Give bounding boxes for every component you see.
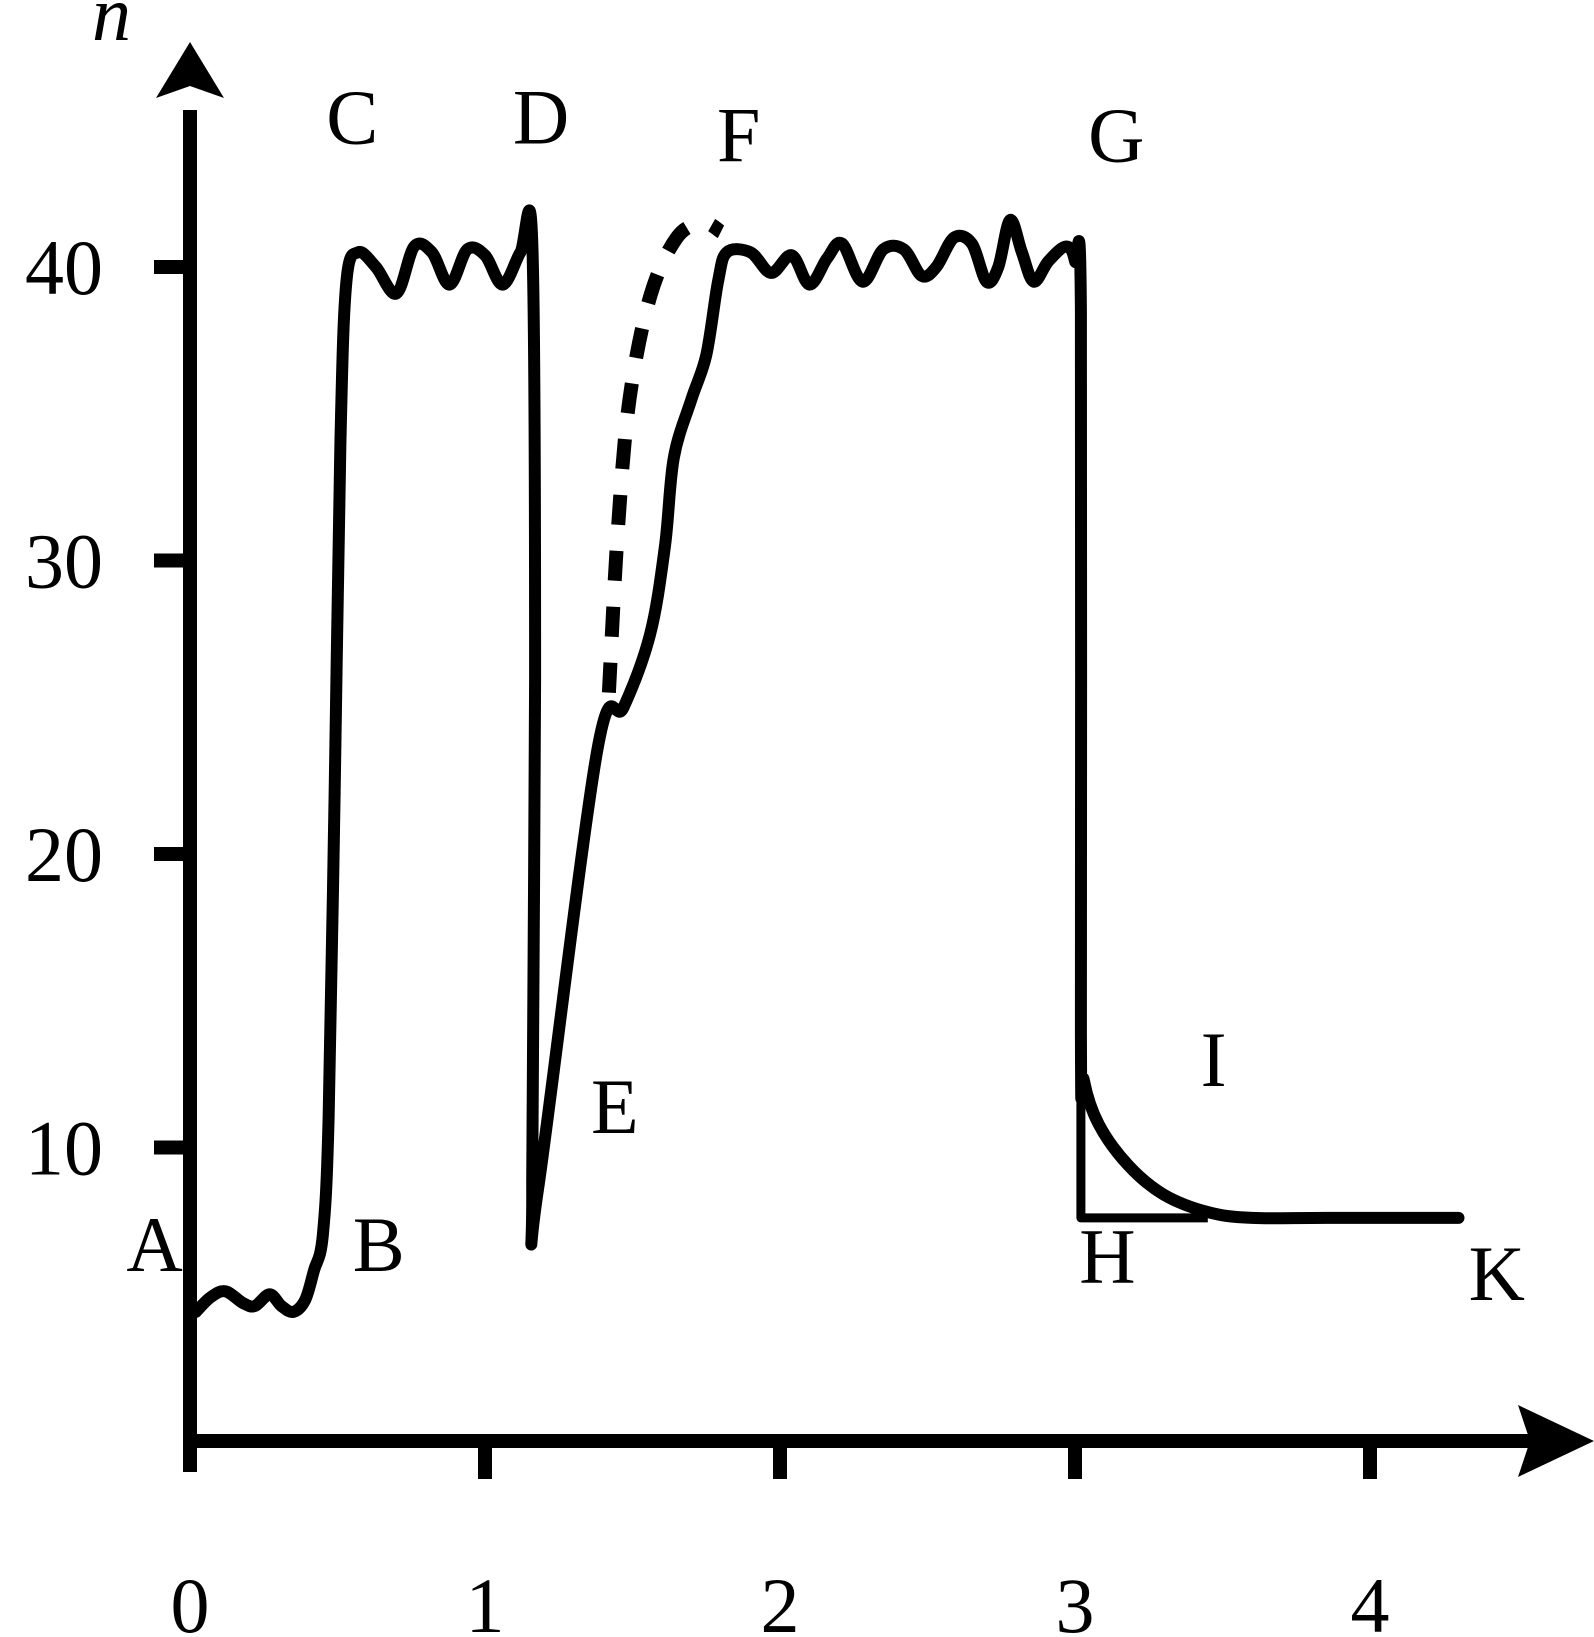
x-tick-label: 1: [466, 1562, 505, 1637]
series: [189, 204, 1465, 1319]
y-axis-label: n: [92, 0, 131, 57]
y-tick-label: 10: [25, 1105, 103, 1192]
point-label-F: F: [717, 91, 760, 178]
x-tick-label: 4: [1351, 1562, 1390, 1637]
point-label-G: G: [1088, 91, 1144, 178]
y-tick-label: 30: [25, 518, 103, 605]
point-label-I: I: [1201, 1016, 1227, 1103]
x-ticks: 0 1 2 3 4: [171, 1441, 1390, 1637]
x-tick-label: 2: [761, 1562, 800, 1637]
series-line: [189, 204, 1465, 1319]
dashed-series-line: [601, 215, 725, 693]
point-label-E: E: [591, 1063, 639, 1150]
axes: n: [92, 0, 1594, 1477]
point-label-A: A: [126, 1201, 182, 1288]
x-tick-label: 3: [1056, 1562, 1095, 1637]
point-label-B: B: [353, 1201, 405, 1288]
point-labels: A B C D E F G H I K: [126, 74, 1525, 1317]
point-label-K: K: [1469, 1230, 1525, 1317]
point-label-H: H: [1079, 1213, 1135, 1300]
point-label-C: C: [326, 74, 378, 161]
x-axis-arrow: [1518, 1405, 1594, 1477]
y-ticks: 10 20 30 40: [25, 224, 190, 1192]
series-line: [1076, 1080, 1208, 1223]
x-tick-label: 0: [171, 1562, 210, 1637]
y-axis-arrow: [156, 42, 224, 98]
point-label-D: D: [513, 74, 569, 161]
y-tick-label: 20: [25, 811, 103, 898]
y-tick-label: 40: [25, 224, 103, 311]
